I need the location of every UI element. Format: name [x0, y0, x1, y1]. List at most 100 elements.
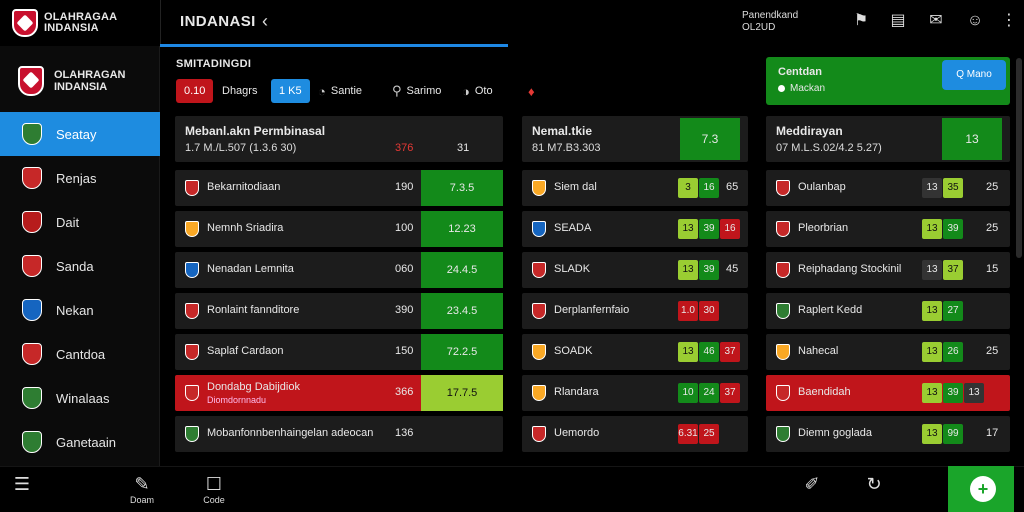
- column-3-header-box[interactable]: 13: [942, 118, 1002, 160]
- menu-button[interactable]: ☰: [10, 473, 34, 495]
- score-chip[interactable]: 35: [943, 178, 963, 198]
- score-chip[interactable]: 13: [678, 342, 698, 362]
- score-chip[interactable]: 13: [922, 301, 942, 321]
- odds-button[interactable]: 12.23: [421, 211, 503, 247]
- table-row[interactable]: Oulanbap 13 35 25: [766, 170, 1010, 206]
- odds-button[interactable]: 7.3.5: [421, 170, 503, 206]
- more-vertical-icon[interactable]: ⋮: [1001, 12, 1017, 29]
- promo-banner[interactable]: Centdan Mackan Q Mano: [766, 57, 1010, 105]
- table-row[interactable]: Mobanfonnbenhaingelan adeocan 136: [175, 416, 503, 452]
- team-logo-icon: [22, 123, 42, 145]
- sidebar-item-7[interactable]: Ganetaain: [0, 420, 160, 464]
- score-chip[interactable]: 26: [943, 342, 963, 362]
- table-row[interactable]: Nemnh Sriadira 100 12.23: [175, 211, 503, 247]
- filter-active[interactable]: 1 K5: [271, 79, 310, 103]
- score-chip[interactable]: 25: [699, 424, 719, 444]
- table-row[interactable]: Baendidah 13 39 13: [766, 375, 1010, 411]
- table-row[interactable]: Ronlaint fannditore 390 23.4.5: [175, 293, 503, 329]
- document-icon[interactable]: ▤: [890, 12, 906, 29]
- table-row[interactable]: Siem dal 3 16 65: [522, 170, 748, 206]
- score-chip[interactable]: 13: [678, 260, 698, 280]
- edit-button[interactable]: ✐: [800, 473, 824, 495]
- score-chip[interactable]: 13: [922, 342, 942, 362]
- sidebar-item-4[interactable]: Nekan: [0, 288, 160, 332]
- score-chip[interactable]: 16: [699, 178, 719, 198]
- score-chip[interactable]: 46: [699, 342, 719, 362]
- scrollbar[interactable]: [1016, 58, 1022, 258]
- bottom-item-2[interactable]: ☐ Code: [198, 473, 230, 505]
- score-chip[interactable]: 13: [922, 219, 942, 239]
- score-chip[interactable]: 13: [922, 178, 942, 198]
- score-chip[interactable]: 39: [699, 260, 719, 280]
- sidebar-item-3[interactable]: Sanda: [0, 244, 160, 288]
- team-logo-icon: [22, 299, 42, 321]
- filter-tab-3[interactable]: ⚲ Sarimo: [392, 79, 441, 103]
- score-chip[interactable]: 3: [678, 178, 698, 198]
- score-chip[interactable]: 16: [720, 219, 740, 239]
- chevron-left-icon[interactable]: ‹: [262, 11, 268, 31]
- score-chip[interactable]: 13: [922, 260, 942, 280]
- promo-subtitle: Mackan: [778, 83, 825, 94]
- table-row[interactable]: Reiphadang Stockinil 13 37 15: [766, 252, 1010, 288]
- odds-button[interactable]: 72.2.5: [421, 334, 503, 370]
- score-chip[interactable]: 13: [678, 219, 698, 239]
- add-bet-button[interactable]: +: [948, 466, 1014, 512]
- odds-button[interactable]: 24.4.5: [421, 252, 503, 288]
- table-row[interactable]: Nenadan Lemnita 060 24.4.5: [175, 252, 503, 288]
- column-2-header-box[interactable]: 7.3: [680, 118, 740, 160]
- score-chip[interactable]: 37: [720, 383, 740, 403]
- filter-bar: 0.10: [176, 79, 214, 103]
- odds-button[interactable]: [421, 416, 503, 452]
- mail-icon[interactable]: ✉: [929, 12, 943, 29]
- score-chip[interactable]: 99: [943, 424, 963, 444]
- score-pill[interactable]: 0.10: [176, 79, 214, 103]
- fire-filter[interactable]: ♦: [528, 79, 535, 103]
- bottom-item-1[interactable]: ✎ Doam: [126, 473, 158, 505]
- table-row[interactable]: Rlandara 10 24 37: [522, 375, 748, 411]
- table-row[interactable]: Saplaf Cardaon 150 72.2.5: [175, 334, 503, 370]
- flag-icon[interactable]: ⚑: [853, 12, 869, 29]
- table-row[interactable]: Dondabg Dabijdiok Diomdornnadu 366 17.7.5: [175, 375, 503, 411]
- score-chip[interactable]: 30: [699, 301, 719, 321]
- table-row[interactable]: SLADK 13 39 45: [522, 252, 748, 288]
- filter-tab-1[interactable]: Dhagrs: [222, 79, 257, 103]
- sidebar-item-5[interactable]: Cantdoa: [0, 332, 160, 376]
- team-logo-icon: [22, 343, 42, 365]
- odds-button[interactable]: 17.7.5: [421, 375, 503, 411]
- sidebar-brand[interactable]: OLAHRAGAN INDANSIA: [18, 66, 126, 96]
- table-row[interactable]: Uemordo 6.31 25: [522, 416, 748, 452]
- score-chip[interactable]: 13: [964, 383, 984, 403]
- score-chip[interactable]: 6.31: [678, 424, 698, 444]
- score-chip[interactable]: 39: [699, 219, 719, 239]
- score-chip[interactable]: 39: [943, 219, 963, 239]
- filter-tab-4[interactable]: ◑ Oto: [462, 79, 493, 103]
- table-row[interactable]: Bekarnitodiaan 190 7.3.5: [175, 170, 503, 206]
- active-filter-pill[interactable]: 1 K5: [271, 79, 310, 103]
- refresh-button[interactable]: ↻: [862, 473, 886, 495]
- score-chip[interactable]: 27: [943, 301, 963, 321]
- score-chip[interactable]: 13: [922, 383, 942, 403]
- sidebar-item-1[interactable]: Renjas: [0, 156, 160, 200]
- score-chip[interactable]: 10: [678, 383, 698, 403]
- score-chip[interactable]: 1.0: [678, 301, 698, 321]
- table-row[interactable]: Derplanfernfaio 1.0 30: [522, 293, 748, 329]
- score-chip[interactable]: 24: [699, 383, 719, 403]
- sidebar-item-6[interactable]: Winalaas: [0, 376, 160, 420]
- app-brand[interactable]: OLAHRAGAA INDANSIA: [12, 8, 152, 38]
- score-chip[interactable]: 13: [922, 424, 942, 444]
- table-row[interactable]: Nahecal 13 26 25: [766, 334, 1010, 370]
- score-chip[interactable]: 37: [720, 342, 740, 362]
- score-chip[interactable]: 39: [943, 383, 963, 403]
- score-chip[interactable]: 37: [943, 260, 963, 280]
- filter-tab-2[interactable]: ◔ Santie: [318, 79, 362, 103]
- user-icon[interactable]: ☺: [966, 12, 984, 29]
- table-row[interactable]: Raplert Kedd 13 27: [766, 293, 1010, 329]
- table-row[interactable]: Diemn goglada 13 99 17: [766, 416, 1010, 452]
- sidebar-item-0[interactable]: Seatay: [0, 112, 160, 156]
- promo-button[interactable]: Q Mano: [942, 60, 1006, 90]
- odds-button[interactable]: 23.4.5: [421, 293, 503, 329]
- table-row[interactable]: SOADK 13 46 37: [522, 334, 748, 370]
- sidebar-item-2[interactable]: Dait: [0, 200, 160, 244]
- table-row[interactable]: Pleorbrian 13 39 25: [766, 211, 1010, 247]
- table-row[interactable]: SEADA 13 39 16: [522, 211, 748, 247]
